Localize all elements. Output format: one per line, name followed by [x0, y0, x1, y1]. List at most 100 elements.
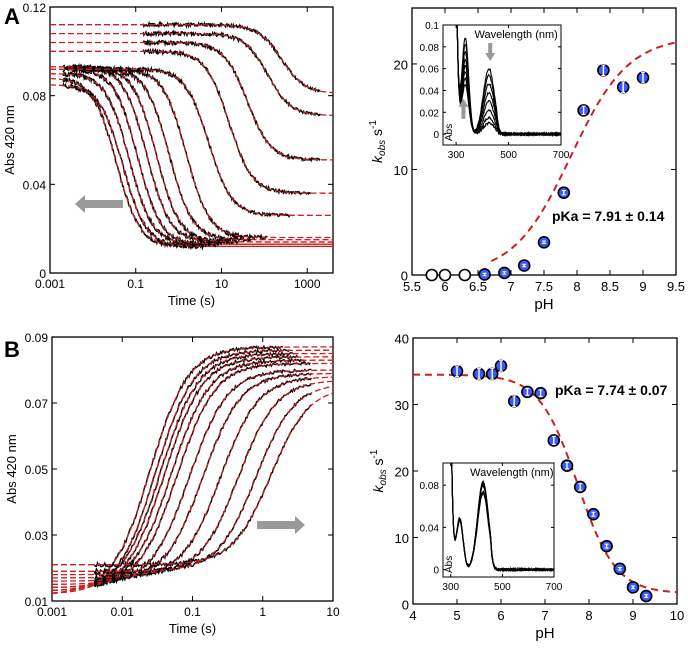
x-axis-label: pH	[534, 296, 553, 313]
data-point-marker	[458, 268, 472, 282]
ph-x-tick-label: 7	[507, 279, 514, 294]
ph-y-tick-label: 30	[395, 398, 409, 413]
data-point	[537, 235, 551, 249]
kinetic-y-tick-label: 0.09	[25, 331, 49, 345]
fit-curve-3	[51, 352, 333, 591]
ph-x-tick-label: 10	[670, 608, 684, 623]
inset-y-tick-label: 0.08	[420, 43, 440, 54]
data-point	[438, 268, 452, 282]
data-point	[573, 480, 587, 494]
fit-curve-9	[52, 376, 334, 579]
panel-label-a: A	[4, 4, 20, 29]
ph-x-tick-label: 9	[629, 608, 636, 623]
ph-x-tick-label: 8.5	[601, 279, 619, 294]
fit-curve-5	[51, 359, 334, 589]
inset-frame	[442, 462, 555, 578]
inset-y-tick-label: 0.06	[420, 65, 440, 76]
data-point	[626, 581, 640, 594]
fit-curve-10	[50, 50, 333, 194]
kinetic-x-tick-label: 0.1	[127, 277, 144, 291]
inset-x-tick-label: 500	[500, 150, 517, 161]
ph-y-tick-label: 0	[402, 598, 409, 613]
fit-curve-13	[50, 24, 333, 94]
ph-x-tick-label: 6.5	[469, 279, 487, 294]
inset-y-tick-label: 0.08	[420, 481, 440, 492]
ph-y-tick-label: 10	[395, 531, 409, 546]
x-axis-label: pH	[535, 625, 554, 642]
data-trace-3	[94, 351, 294, 586]
kinetic-x-tick-label: 10	[326, 605, 340, 619]
kinetic-y-tick-label: 0.12	[23, 1, 47, 15]
data-trace-10	[142, 47, 312, 196]
kinetic-y-tick-label: 0	[39, 267, 46, 281]
data-point	[534, 386, 547, 400]
ph-x-tick-label: 7.5	[535, 279, 553, 294]
fit-curve-10	[52, 380, 334, 576]
fit-curve-6	[52, 362, 333, 589]
panel-label-b: B	[4, 337, 20, 362]
ph-x-tick-label: 6	[441, 279, 448, 294]
fit-curve-12	[50, 32, 333, 116]
inset-y-axis-label: Abs	[444, 556, 455, 573]
data-point	[425, 268, 439, 282]
data-point	[485, 367, 499, 381]
data-trace-4	[93, 354, 299, 588]
data-point	[557, 186, 571, 199]
ph-y-tick-label: 10	[394, 163, 408, 178]
ph-x-tick-label: 7	[541, 608, 548, 623]
kinetic-x-tick-label: 10	[215, 277, 229, 291]
arrow-left-icon	[75, 195, 123, 213]
ph-y-tick-label: 0	[401, 269, 408, 284]
inset-y-axis-label: Abs	[444, 124, 455, 141]
inset-spectrum-6	[450, 462, 555, 573]
data-point	[547, 434, 561, 447]
data-point	[636, 71, 650, 84]
pka-annotation: pKa = 7.74 ± 0.07	[555, 382, 668, 398]
fit-curve-11	[52, 385, 334, 572]
x-axis-label: Time (s)	[168, 293, 215, 308]
fit-curve-12	[52, 392, 334, 566]
data-point	[600, 539, 613, 553]
kinetic-x-tick-label: 0.01	[111, 605, 135, 619]
data-point	[639, 589, 653, 603]
data-point	[450, 364, 464, 378]
kinetic-y-tick-label: 0.07	[25, 397, 49, 411]
inset-x-axis-label: Wavelength (nm)	[470, 467, 553, 479]
x-axis-label: Time (s)	[169, 621, 216, 636]
inset-spectrum-8	[456, 24, 562, 137]
data-point	[560, 459, 574, 472]
data-point	[478, 268, 491, 281]
arrow-right-icon	[257, 516, 305, 534]
kinetic-y-tick-label: 0.05	[25, 463, 49, 477]
data-point	[597, 63, 610, 77]
y-axis-label: kobs s-1	[369, 449, 389, 492]
ph-x-tick-label: 8	[585, 608, 592, 623]
ph-y-tick-label: 20	[394, 57, 408, 72]
fit-curve-2	[52, 349, 333, 594]
data-trace-2	[94, 348, 290, 587]
ph-x-tick-label: 9	[639, 279, 646, 294]
inset-x-tick-label: 300	[448, 150, 465, 161]
fit-curve-3	[50, 73, 333, 245]
fit-curve-2	[50, 84, 333, 248]
data-trace-2	[62, 81, 205, 251]
y-axis-label: Abs 420 nm	[4, 434, 19, 503]
inset-x-tick-label: 700	[546, 582, 563, 593]
fit-curve	[490, 41, 677, 263]
ph-x-tick-label: 5.5	[403, 279, 421, 294]
kinetic-x-tick-label: 1000	[294, 277, 321, 291]
ph-x-tick-label: 8	[573, 279, 580, 294]
inset-y-tick-label: 0.04	[420, 86, 440, 97]
arrow-up-icon	[458, 98, 469, 119]
data-point	[517, 259, 531, 272]
data-point	[472, 367, 486, 381]
ph-y-tick-label: 20	[395, 465, 409, 480]
inset-x-tick-label: 300	[442, 582, 459, 593]
data-point-marker	[438, 268, 452, 282]
data-trace-11	[93, 393, 312, 576]
ph-x-tick-label: 4	[409, 608, 416, 623]
ph-y-tick-label: 40	[395, 332, 409, 347]
data-point	[494, 359, 508, 373]
